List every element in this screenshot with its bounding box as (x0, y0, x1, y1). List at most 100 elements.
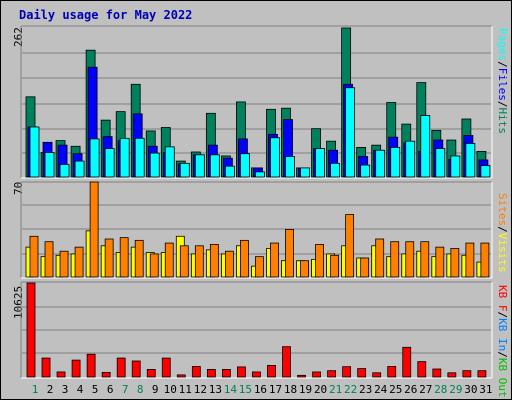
pages-bar (285, 156, 295, 178)
pages-bar (420, 115, 431, 178)
kb-f-bar (101, 371, 111, 378)
kb-f-bar (176, 374, 186, 378)
kb-f-bar (477, 370, 487, 378)
day-label: 8 (137, 383, 144, 396)
sites-bar (134, 239, 144, 278)
pages-bar (390, 147, 401, 178)
pages-bar (240, 153, 250, 178)
kb-f-bar (282, 346, 291, 378)
pages-bar (164, 146, 175, 178)
sites-bar (465, 242, 475, 278)
sites-bar (149, 253, 159, 278)
sites-bar (194, 245, 204, 278)
day-label: 30 (464, 383, 477, 396)
day-label: 19 (299, 383, 312, 396)
day-label: 4 (77, 383, 84, 396)
day-label: 16 (254, 383, 267, 396)
kb-f-bar (41, 357, 51, 378)
pages-bar (315, 148, 325, 178)
sites-bar (209, 244, 219, 278)
pages-bar (375, 149, 386, 178)
sites-bar (375, 238, 385, 278)
kb-f-bar (221, 369, 231, 378)
pages-bar (59, 164, 70, 178)
kb-f-bar (432, 368, 442, 378)
sites-bar (405, 241, 415, 278)
kb-f-bar (327, 370, 337, 378)
day-label: 10 (164, 383, 177, 396)
kb-f-bar (357, 368, 367, 378)
sites-bar (480, 242, 490, 278)
kb-f-bar (447, 372, 457, 378)
pages-bar (360, 164, 371, 178)
pages-bar (330, 162, 341, 178)
sites-bar (59, 250, 69, 278)
kb-f-bar (342, 366, 352, 378)
day-label: 14 (224, 383, 238, 396)
kb-f-bar (372, 372, 382, 378)
day-label: 2 (47, 383, 54, 396)
sites-bar (300, 260, 309, 278)
pages-bar (134, 137, 145, 178)
pages-bar (270, 137, 280, 178)
sites-bar (270, 242, 279, 278)
pages-bar (104, 148, 115, 178)
chart-title: Daily usage for May 2022 (19, 8, 193, 22)
kb-f-bar (161, 357, 171, 378)
day-label: 11 (179, 383, 192, 396)
sites-bar (435, 246, 445, 278)
day-label: 23 (359, 383, 372, 396)
pages-bar (450, 155, 461, 178)
sites-bar (390, 241, 400, 278)
kb-f-bar (131, 360, 141, 378)
kb-f-bar (402, 346, 412, 378)
day-label: 5 (92, 383, 99, 396)
sites-bar (240, 239, 249, 278)
sites-bar (29, 235, 39, 278)
kb-f-bar (191, 366, 201, 378)
sites-bar (224, 250, 234, 278)
sites-bar (315, 244, 324, 278)
day-label: 28 (434, 383, 447, 396)
day-label: 18 (284, 383, 297, 396)
sites-bar (119, 237, 129, 278)
sites-bar (420, 241, 430, 278)
day-label: 29 (449, 383, 462, 396)
day-label: 13 (209, 383, 222, 396)
pages-bar (74, 160, 85, 178)
day-label: 25 (389, 383, 402, 396)
pages-bar (194, 154, 205, 178)
pages-bar (435, 148, 446, 178)
day-label: 3 (62, 383, 69, 396)
pages-bar (119, 137, 130, 178)
sites-bar (89, 181, 99, 278)
day-label: 1 (32, 383, 39, 396)
kb-f-bar (267, 365, 276, 378)
day-label: 26 (404, 383, 417, 396)
sites-bar (330, 254, 340, 278)
day-label: 21 (329, 383, 342, 396)
kb-f-bar (206, 369, 216, 378)
pages-bar (149, 152, 160, 178)
day-label: 24 (374, 383, 388, 396)
pages-bar (209, 154, 220, 178)
kb-f-bar (387, 366, 397, 378)
day-label: 17 (269, 383, 282, 396)
day-label: 12 (194, 383, 207, 396)
kb-f-bar (116, 357, 126, 378)
pages-bar (300, 167, 310, 178)
sites-bar (285, 229, 294, 278)
sites-bar (179, 245, 189, 278)
pages-bar (255, 171, 265, 178)
kb-f-bar (26, 282, 36, 378)
kb-f-bar (252, 371, 261, 378)
kb-f-bar (86, 353, 96, 378)
sites-bar (345, 214, 355, 278)
sites-bar (44, 241, 54, 278)
day-label: 6 (107, 383, 114, 396)
kb-f-bar (146, 369, 156, 378)
day-label: 15 (239, 383, 252, 396)
sites-bar (74, 246, 84, 278)
